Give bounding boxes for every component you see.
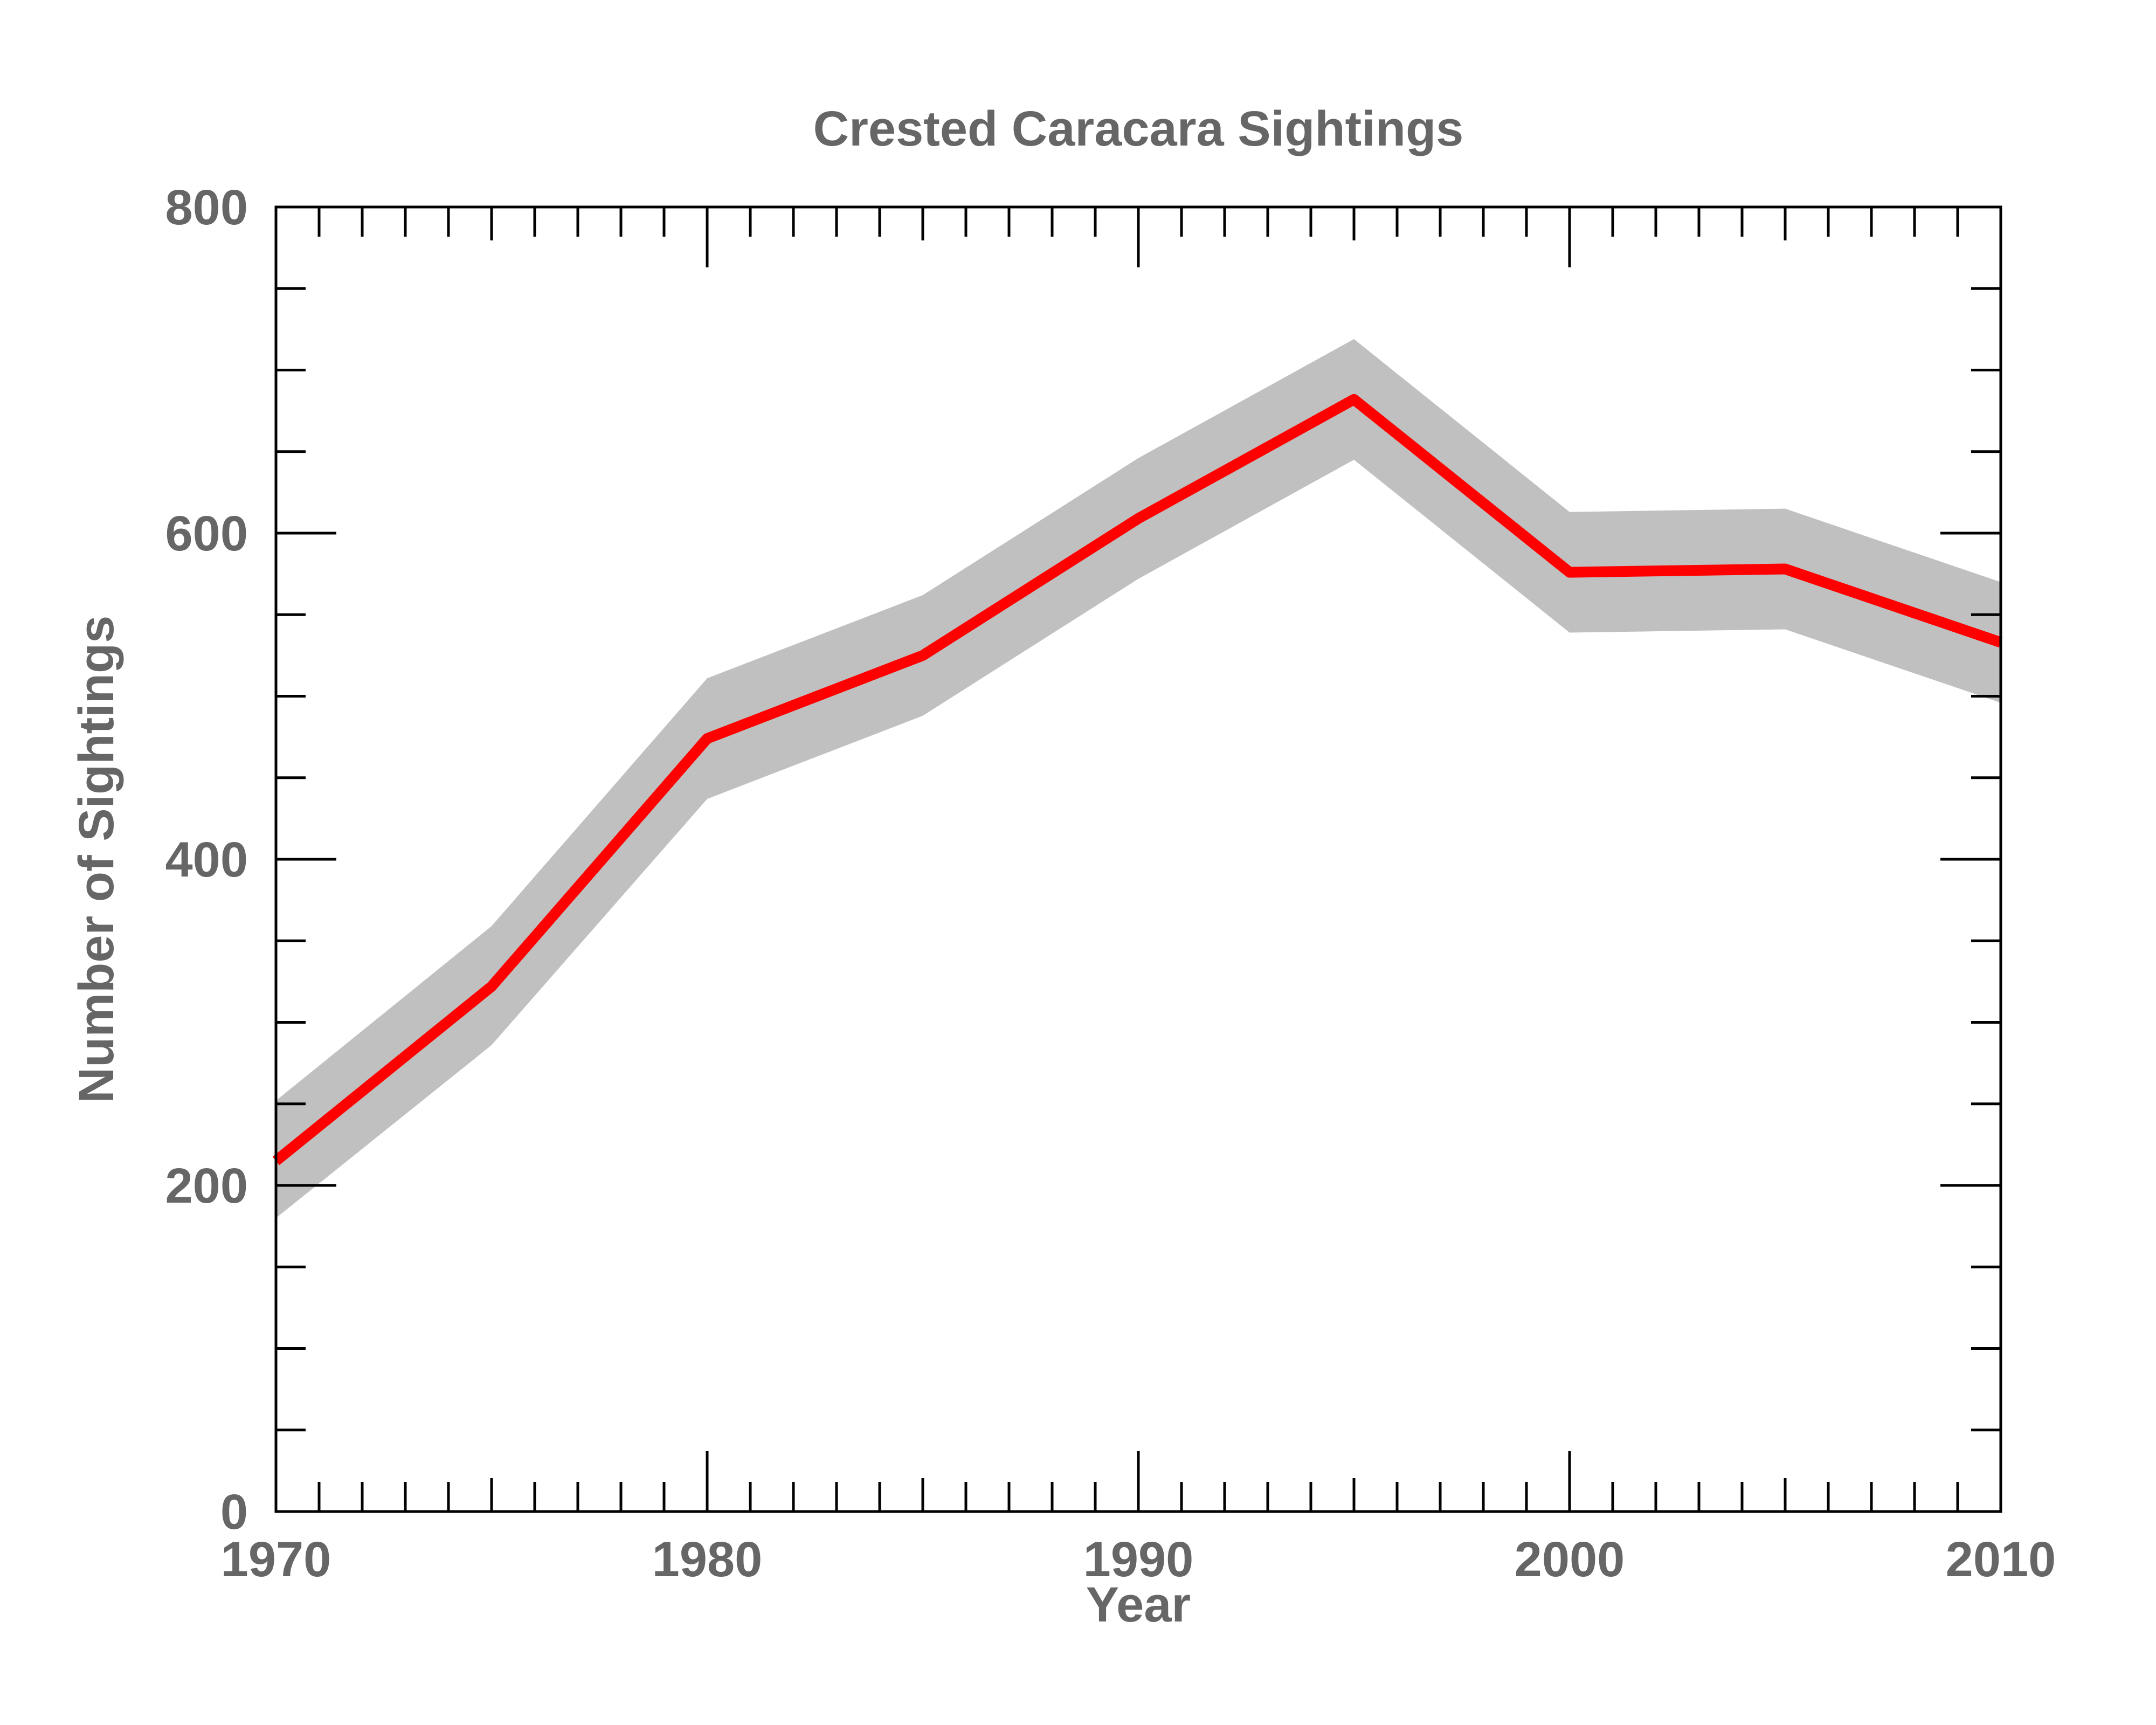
series-line-0 [272,394,2003,1165]
x-tick-label-1980: 1980 [652,1532,763,1587]
chart-title: Crested Caracara Sightings [813,101,1464,156]
axis-ticks [274,205,2002,1513]
x-tick-label-1990: 1990 [1083,1532,1194,1587]
x-tick-label-2010: 2010 [1946,1532,2056,1587]
x-tick-label-2000: 2000 [1515,1532,1625,1587]
x-axis-label: Year [1086,1577,1191,1632]
y-tick-label-800: 800 [165,180,248,235]
confidence-band-layer [276,339,2001,1218]
y-tick-label-0: 0 [220,1485,248,1540]
y-tick-label-400: 400 [165,832,248,887]
y-tick-label-600: 600 [165,506,248,561]
y-tick-label-200: 200 [165,1158,248,1213]
y-axis-label: Number of Sightings [69,616,124,1103]
axis-tick-labels: 1970 1980 1990 2000 2010 0 200 400 600 800 [165,180,2056,1587]
plot-frame [274,205,2002,1513]
series-line-layer [272,394,2003,1165]
confidence-band-0 [276,339,2001,1218]
x-tick-label-1970: 1970 [221,1532,331,1587]
